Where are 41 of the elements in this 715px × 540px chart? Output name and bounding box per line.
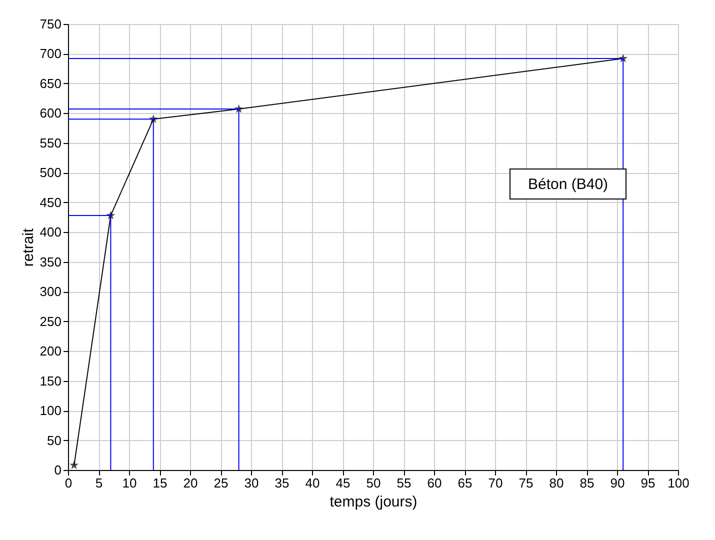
y-tick-label: 650 [40, 76, 62, 91]
y-tick-label: 500 [40, 165, 62, 180]
x-tick-label: 95 [640, 476, 656, 490]
x-tick-label: 80 [549, 476, 564, 490]
point [70, 460, 79, 470]
x-tick-label: 90 [610, 476, 625, 490]
y-tick-label: 600 [40, 106, 62, 121]
x-tick-label: 45 [336, 476, 350, 490]
y-tick-label: 700 [40, 46, 62, 62]
y-tick-label: 300 [40, 284, 62, 300]
x-tick-label: 55 [396, 476, 412, 490]
x-tick-label: 15 [152, 476, 168, 490]
x-tick-label: 65 [458, 476, 472, 490]
y-tick-label: 0 [54, 462, 62, 478]
x-tick-label: 100 [668, 476, 690, 490]
y-tick-label: 550 [40, 135, 62, 150]
x-tick-label: 10 [122, 476, 137, 490]
y-tick-label: 50 [47, 432, 62, 448]
y-tick-label: 200 [40, 344, 62, 359]
y-tick-label: 250 [40, 314, 62, 329]
x-axis-title: temps (jours) [330, 494, 418, 510]
x-tick-label: 25 [214, 476, 228, 490]
x-tick-label: 0 [64, 476, 72, 490]
annotation: Béton (B40) [528, 176, 608, 193]
x-tick-label: 60 [427, 476, 442, 490]
x-tick-label: 20 [183, 476, 198, 490]
x-tick-label: 70 [488, 476, 503, 490]
x-tick-label: 5 [95, 476, 103, 490]
x-tick-label: 75 [518, 476, 534, 490]
y-tick-label: 450 [40, 194, 62, 210]
y-axis-title: retrait [20, 227, 37, 267]
y-tick-label: 150 [40, 373, 62, 388]
y-tick-label: 400 [40, 224, 62, 240]
x-tick-label: 40 [305, 476, 320, 490]
y-tick-label: 750 [40, 16, 62, 32]
x-tick-label: 30 [244, 476, 259, 490]
y-tick-label: 100 [40, 403, 62, 418]
x-tick-label: 50 [366, 476, 381, 490]
x-tick-label: 35 [274, 476, 290, 490]
y-tick-label: 350 [40, 254, 62, 270]
x-tick-label: 85 [580, 476, 594, 490]
